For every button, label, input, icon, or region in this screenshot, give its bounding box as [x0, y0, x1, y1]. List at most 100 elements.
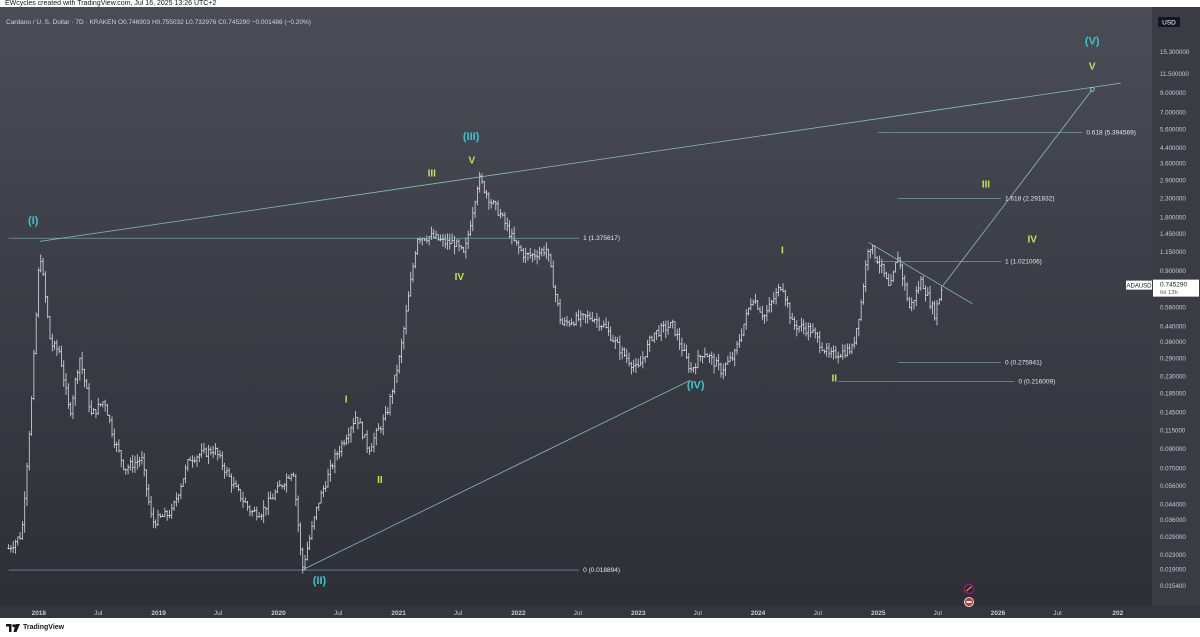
- time-tick-label: 2021: [391, 610, 406, 617]
- chart-area[interactable]: 0.618 (5.394569) 1.618 (2.291832) 1 (1.375…: [0, 7, 1200, 618]
- news-glyph-icon: [966, 601, 972, 603]
- time-axis-background: [0, 606, 1200, 618]
- price-tick-label: 4.400000: [1160, 145, 1186, 152]
- fib-levels-layer: 0.618 (5.394569) 1.618 (2.291832) 1 (1.375…: [8, 129, 1136, 574]
- price-axis: USD 15.300000 11.500000 9.000000 7.000000 5.6…: [1152, 7, 1200, 618]
- time-tick-label: 2023: [631, 610, 646, 617]
- target-marker-icon: [1089, 87, 1095, 92]
- price-tick-label: 7.000000: [1160, 109, 1186, 116]
- price-tick-label: 0.145000: [1160, 409, 1186, 416]
- footer: TradingView: [0, 618, 1200, 637]
- fib-level-label: 0 (0.275941): [1005, 360, 1042, 367]
- time-axis: 2018 Jul 2019 Jul 2020 Jul 2021 Jul 2022 Jul 2023 J…: [0, 606, 1200, 618]
- trendline[interactable]: [301, 379, 691, 571]
- fib-level-label: 1 (1.375617): [583, 235, 620, 242]
- wave-label: IV: [1027, 235, 1037, 246]
- price-tick-label: 3.600000: [1160, 161, 1186, 168]
- time-tick-label: Jul: [334, 610, 343, 617]
- time-tick-label: Jul: [214, 610, 223, 617]
- price-tick-label: 0.056000: [1160, 483, 1186, 490]
- price-tick-label: 0.900000: [1160, 268, 1186, 275]
- time-tick-label: 202: [1112, 610, 1123, 617]
- time-tick-label: 2026: [991, 610, 1006, 617]
- wave-label: (III): [463, 131, 480, 143]
- rocket-icon: [966, 586, 972, 592]
- price-axis-background: [1152, 7, 1200, 618]
- attribution-text: EWcycles created with TradingView.com, J…: [5, 0, 217, 7]
- time-tick-label: Jul: [814, 610, 823, 617]
- price-tick-label: 1.150000: [1160, 249, 1186, 256]
- time-tick-label: Jul: [694, 610, 703, 617]
- price-tick-label: 11.500000: [1160, 71, 1189, 78]
- time-tick-label: Jul: [1053, 610, 1062, 617]
- wave-label: II: [377, 475, 383, 486]
- price-tick-label: 0.029000: [1160, 534, 1186, 541]
- time-tick-label: 2018: [32, 610, 47, 617]
- fib-level-label: 1.618 (2.291832): [1005, 196, 1055, 203]
- time-tick-label: 2022: [511, 610, 526, 617]
- price-tick-label: 0.115000: [1160, 427, 1186, 434]
- price-tick-label: 9.000000: [1160, 90, 1186, 97]
- time-tick-label: Jul: [454, 610, 463, 617]
- price-tick-label: 1.800000: [1160, 214, 1186, 221]
- price-tick-label: 0.440000: [1160, 323, 1186, 330]
- tradingview-logo-icon: [6, 623, 20, 632]
- trendline[interactable]: [868, 242, 973, 305]
- time-tick-label: Jul: [94, 610, 103, 617]
- price-tick-label: 0.015400: [1160, 583, 1186, 590]
- price-tick-label: 0.290000: [1160, 356, 1186, 363]
- wave-label: V: [468, 156, 475, 167]
- footer-brand: TradingView: [23, 624, 65, 631]
- price-tick-label: 0.560000: [1160, 305, 1186, 312]
- time-tick-label: 2025: [871, 610, 886, 617]
- wave-label: (V): [1085, 36, 1100, 48]
- price-tick-label: 0.230000: [1160, 374, 1186, 381]
- price-tick-label: 2.900000: [1160, 177, 1186, 184]
- fib-level-label: 0 (0.018894): [583, 567, 620, 574]
- wave-label: III: [982, 179, 991, 190]
- price-tick-label: 1.450000: [1160, 231, 1186, 238]
- trendline[interactable]: [39, 82, 1121, 242]
- fib-level-label: 0 (0.216009): [1018, 378, 1055, 385]
- wave-label: III: [428, 169, 437, 180]
- price-tick-label: 0.185000: [1160, 390, 1186, 397]
- wave-label: (I): [28, 215, 39, 227]
- time-tick-label: Jul: [574, 610, 583, 617]
- last-price-value: 0.745290: [1160, 282, 1187, 289]
- symbol-legend-text: Cardano / U. S. Dollar · 7D · KRAKEN O0.…: [6, 19, 311, 26]
- price-tick-label: 0.090000: [1160, 446, 1186, 453]
- price-tick-label: 15.300000: [1160, 49, 1190, 56]
- price-tick-label: 0.023000: [1160, 552, 1186, 559]
- event-icons-layer: [963, 583, 975, 607]
- wave-label: II: [831, 373, 837, 384]
- trendlines-layer: [39, 82, 1121, 571]
- price-tick-label: 0.036000: [1160, 517, 1186, 524]
- attribution-bar: EWcycles created with TradingView.com, J…: [0, 0, 1200, 7]
- price-tick-label: 5.600000: [1160, 127, 1186, 134]
- candles-layer: [7, 171, 943, 574]
- price-tick-label: 0.019000: [1160, 567, 1186, 574]
- currency-badge[interactable]: [1158, 17, 1180, 27]
- time-tick-label: Jul: [933, 610, 942, 617]
- wave-label: I: [345, 394, 348, 405]
- price-tick-label: 0.070000: [1160, 466, 1186, 473]
- last-price-tag: [1153, 279, 1199, 297]
- last-price-symbol-tag: [1126, 280, 1152, 290]
- symbol-legend: Cardano / U. S. Dollar · 7D · KRAKEN O0.…: [6, 19, 311, 26]
- time-tick-label: 2024: [751, 610, 766, 617]
- wave-label: I: [781, 245, 784, 256]
- wave-label: IV: [455, 272, 465, 283]
- wave-label: (IV): [687, 380, 705, 392]
- wave-label: V: [1089, 61, 1096, 72]
- price-tick-label: 0.044000: [1160, 502, 1186, 509]
- fib-level-label: 0.618 (5.394569): [1086, 129, 1136, 136]
- trendline[interactable]: [942, 89, 1093, 287]
- price-chart[interactable]: 0.618 (5.394569) 1.618 (2.291832) 1 (1.375…: [0, 7, 1200, 618]
- price-tick-label: 0.360000: [1160, 339, 1186, 346]
- time-tick-label: 2019: [151, 610, 166, 617]
- fib-level-label: 1 (1.021006): [1005, 258, 1042, 265]
- time-tick-label: 2020: [271, 610, 286, 617]
- price-tick-label: 2.300000: [1160, 195, 1186, 202]
